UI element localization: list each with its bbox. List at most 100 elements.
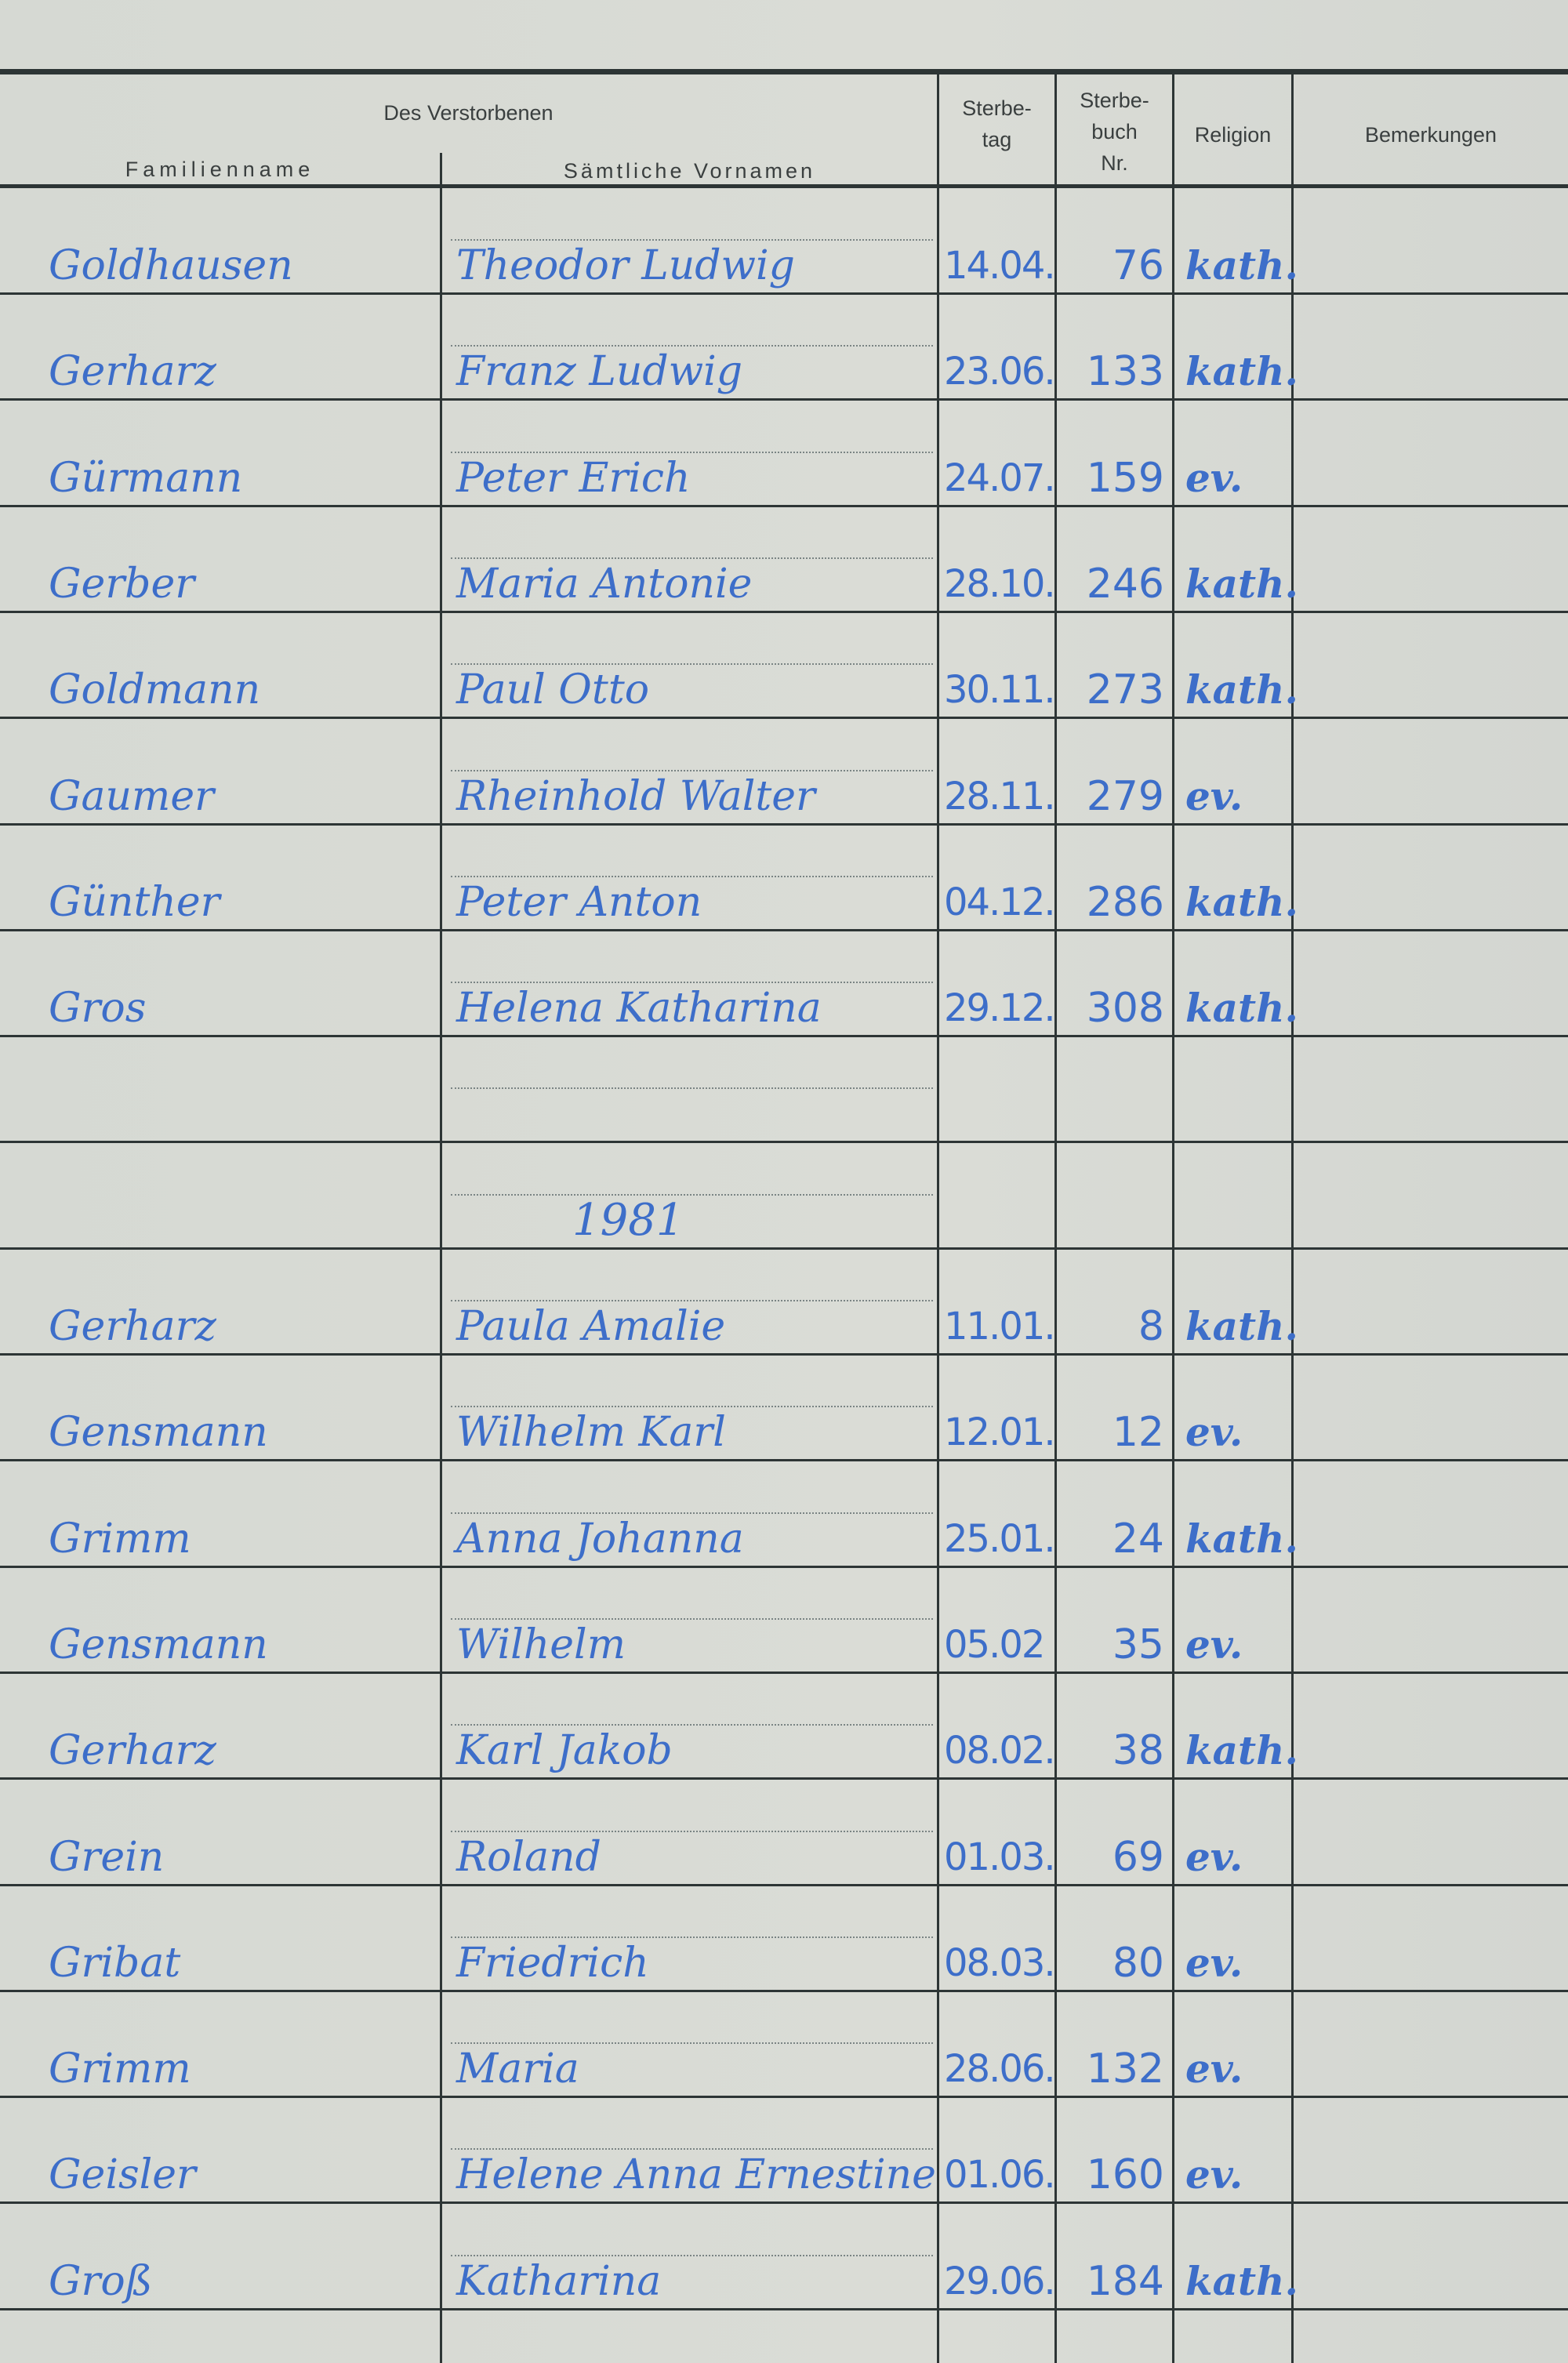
cell-familienname: Grimm bbox=[49, 1515, 191, 1563]
column-divider bbox=[1291, 74, 1294, 2363]
dotted-guide-line bbox=[451, 1512, 933, 1514]
cell-sterbetag: 08.02. bbox=[944, 1729, 1056, 1773]
cell-familienname: Günther bbox=[49, 878, 220, 926]
cell-sterbetag: 28.06. bbox=[944, 2047, 1056, 2092]
cell-religion: kath. bbox=[1185, 1303, 1298, 1349]
row-rule bbox=[0, 1141, 1568, 1144]
table-row: Geisler Helene Anna Ernestine 01.06. 160 ev. bbox=[0, 2097, 1568, 2205]
cell-religion: ev. bbox=[1185, 772, 1243, 819]
cell-familienname: Gerber bbox=[49, 560, 195, 608]
dotted-guide-line bbox=[451, 2254, 933, 2256]
blank-row bbox=[0, 1036, 1568, 1144]
cell-sterbebuch-nr: 35 bbox=[1112, 1621, 1164, 1668]
cell-vornamen: Wilhelm Karl bbox=[456, 1409, 726, 1457]
table-row: Gensmann Wilhelm 05.02 35 ev. bbox=[0, 1567, 1568, 1674]
header-bottom-rule bbox=[0, 184, 1568, 188]
header-bemerkungen: Bemerkungen bbox=[1364, 123, 1497, 147]
cell-sterbetag: 28.10. bbox=[944, 561, 1056, 606]
table-row: Gerharz Karl Jakob 08.02. 38 kath. bbox=[0, 1673, 1568, 1780]
dotted-guide-line bbox=[451, 1617, 933, 1620]
cell-sterbebuch-nr: 246 bbox=[1086, 560, 1164, 608]
row-rule bbox=[0, 2201, 1568, 2205]
cell-sterbebuch-nr: 80 bbox=[1112, 1939, 1164, 1987]
header-vornamen: Sämtliche Vornamen bbox=[563, 159, 816, 183]
cell-sterbebuch-nr: 132 bbox=[1086, 2045, 1164, 2093]
dotted-guide-line bbox=[451, 239, 933, 241]
column-divider bbox=[440, 153, 442, 2363]
dotted-guide-line bbox=[451, 982, 933, 984]
cell-religion: ev. bbox=[1185, 2045, 1243, 2093]
cell-sterbetag: 11.01. bbox=[944, 1305, 1056, 1348]
header-sterbetag-line2: tag bbox=[982, 128, 1012, 151]
row-rule bbox=[0, 2096, 1568, 2099]
cell-familienname: Gaumer bbox=[49, 772, 214, 820]
cell-sterbebuch-nr: 279 bbox=[1086, 772, 1164, 820]
cell-vornamen: Friedrich bbox=[456, 1939, 649, 1987]
cell-religion: kath. bbox=[1185, 1727, 1298, 1774]
cell-vornamen: Paul Otto bbox=[456, 666, 650, 714]
cell-sterbebuch-nr: 24 bbox=[1112, 1515, 1164, 1563]
table-row: Gerharz Franz Ludwig 23.06. 133 kath. bbox=[0, 294, 1568, 401]
cell-sterbetag: 24.07. bbox=[944, 456, 1056, 500]
cell-vornamen: Maria Antonie bbox=[456, 560, 753, 608]
cell-familienname: Goldhausen bbox=[49, 242, 293, 289]
cell-familienname: Groß bbox=[49, 2257, 153, 2305]
dotted-guide-line bbox=[451, 1830, 933, 1832]
dotted-guide-line bbox=[451, 1936, 933, 1938]
cell-familienname: Grimm bbox=[49, 2045, 191, 2093]
cell-vornamen: Paula Amalie bbox=[456, 1303, 726, 1350]
top-rule bbox=[0, 69, 1568, 74]
cell-sterbetag: 05.02 bbox=[944, 1622, 1045, 1667]
row-rule bbox=[0, 1777, 1568, 1780]
row-rule bbox=[0, 610, 1568, 613]
row-rule bbox=[0, 928, 1568, 931]
table-row: Gürmann Peter Erich 24.07. 159 ev. bbox=[0, 401, 1568, 507]
dotted-guide-line bbox=[451, 769, 933, 771]
cell-religion: kath. bbox=[1185, 242, 1298, 289]
cell-vornamen: Peter Anton bbox=[456, 878, 702, 926]
header-sterbebuch-line1: Sterbe- bbox=[1080, 89, 1149, 112]
cell-religion: kath. bbox=[1185, 560, 1298, 607]
dotted-guide-line bbox=[451, 1193, 933, 1196]
year-row: 1981 bbox=[0, 1143, 1568, 1250]
cell-sterbetag: 23.06. bbox=[944, 350, 1056, 394]
cell-religion: ev. bbox=[1185, 454, 1243, 501]
table-row: Gribat Friedrich 08.03. 80 ev. bbox=[0, 1886, 1568, 1992]
cell-familienname: Goldmann bbox=[49, 666, 261, 714]
table-row: Gensmann Wilhelm Karl 12.01. 12 ev. bbox=[0, 1355, 1568, 1462]
cell-familienname: Gros bbox=[49, 985, 147, 1033]
row-rule bbox=[0, 1353, 1568, 1356]
cell-religion: kath. bbox=[1185, 1515, 1298, 1562]
row-rule bbox=[0, 1247, 1568, 1250]
cell-sterbetag: 29.06. bbox=[944, 2259, 1056, 2303]
cell-sterbebuch-nr: 286 bbox=[1086, 878, 1164, 926]
cell-religion: kath. bbox=[1185, 878, 1298, 925]
header-religion: Religion bbox=[1194, 123, 1272, 147]
cell-sterbetag: 28.11. bbox=[944, 774, 1056, 819]
cell-sterbetag: 29.12. bbox=[944, 986, 1056, 1031]
dotted-guide-line bbox=[451, 1300, 933, 1301]
row-rule bbox=[0, 1459, 1568, 1462]
dotted-guide-line bbox=[451, 345, 933, 347]
cell-sterbetag: 01.06. bbox=[944, 2153, 1056, 2198]
table-row: Gaumer Rheinhold Walter 28.11. 279 ev. bbox=[0, 719, 1568, 826]
cell-sterbebuch-nr: 12 bbox=[1112, 1409, 1164, 1457]
row-rule bbox=[0, 717, 1568, 720]
cell-vornamen: Rheinhold Walter bbox=[456, 772, 815, 820]
table-row: Grimm Maria 28.06. 132 ev. bbox=[0, 1991, 1568, 2099]
cell-vornamen: Katharina bbox=[456, 2257, 662, 2305]
table-row: Gerber Maria Antonie 28.10. 246 kath. bbox=[0, 506, 1568, 613]
cell-familienname: Gerharz bbox=[49, 1727, 216, 1775]
dotted-guide-line bbox=[451, 2042, 933, 2045]
cell-religion: kath. bbox=[1185, 985, 1298, 1032]
cell-familienname: Gribat bbox=[49, 1939, 181, 1987]
year-heading: 1981 bbox=[572, 1194, 684, 1246]
cell-religion: ev. bbox=[1185, 1409, 1243, 1456]
cell-religion: ev. bbox=[1185, 1833, 1243, 1880]
cell-vornamen: Karl Jakob bbox=[456, 1727, 673, 1775]
dotted-guide-line bbox=[451, 1724, 933, 1726]
row-rule bbox=[0, 292, 1568, 295]
cell-religion: ev. bbox=[1185, 2151, 1243, 2198]
header-sterbebuch-line2: buch bbox=[1091, 120, 1138, 143]
